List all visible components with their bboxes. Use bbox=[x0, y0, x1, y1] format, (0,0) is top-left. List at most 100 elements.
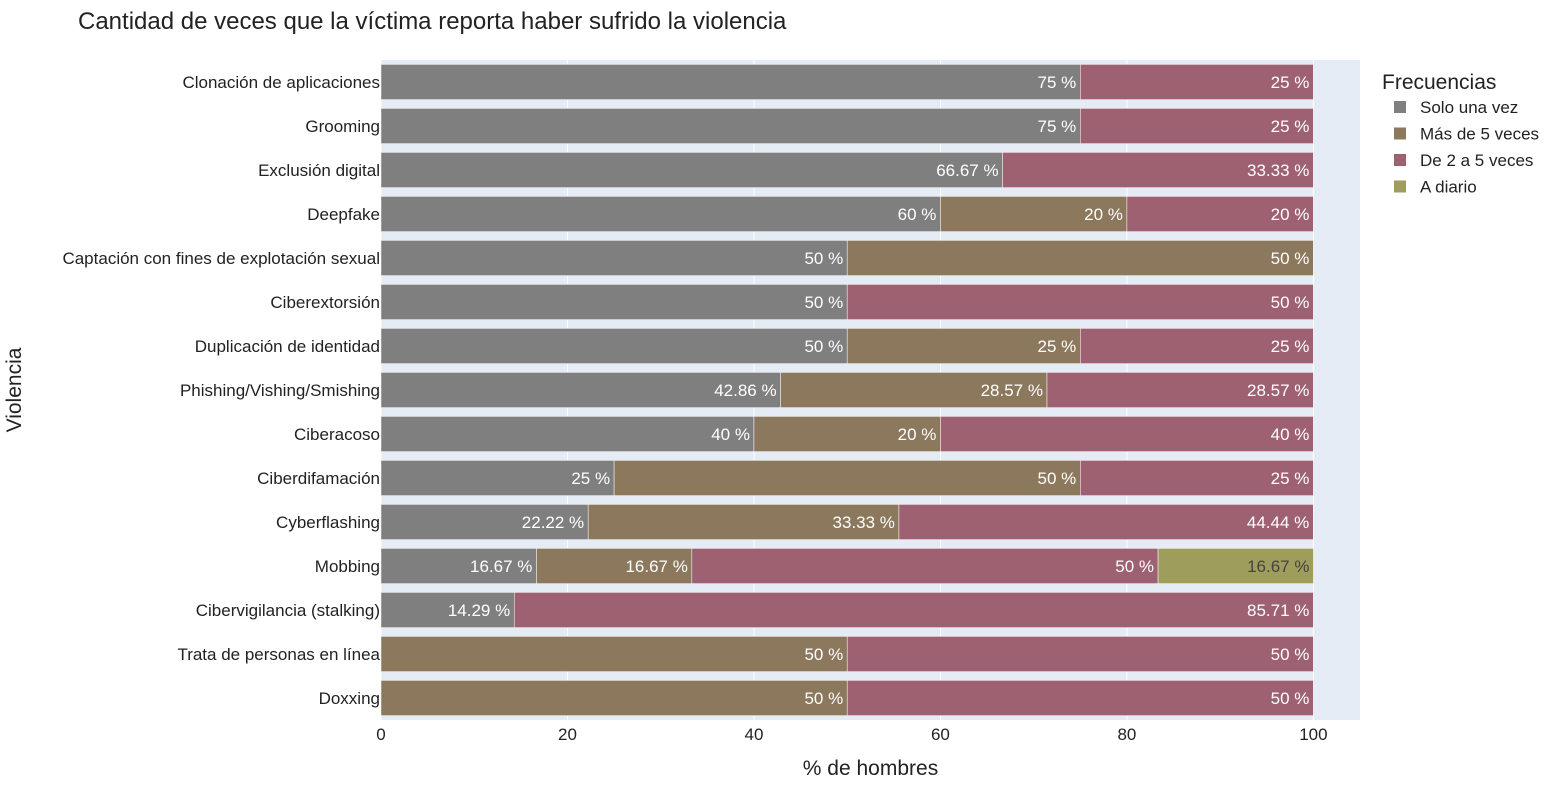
bar-value-label: 50 % bbox=[1271, 293, 1310, 312]
legend-item[interactable]: De 2 a 5 veces bbox=[1394, 151, 1533, 170]
x-tick-label: 80 bbox=[1117, 725, 1136, 744]
bar-segment[interactable] bbox=[513, 592, 1314, 628]
bar-segment[interactable] bbox=[380, 680, 848, 716]
category-label: Trata de personas en línea bbox=[177, 645, 380, 664]
category-label: Clonación de aplicaciones bbox=[182, 73, 380, 92]
bar-segment[interactable] bbox=[1080, 64, 1314, 100]
bar-segment[interactable] bbox=[1080, 108, 1314, 144]
bar-segment[interactable] bbox=[753, 416, 941, 452]
bar-segment[interactable] bbox=[1126, 196, 1314, 232]
bar-segment[interactable] bbox=[898, 504, 1314, 540]
legend-item[interactable]: Más de 5 veces bbox=[1394, 125, 1539, 144]
bar-value-label: 16.67 % bbox=[1247, 557, 1309, 576]
legend-label: De 2 a 5 veces bbox=[1420, 151, 1533, 170]
bar-segment[interactable] bbox=[380, 152, 1003, 188]
category-label: Duplicación de identidad bbox=[195, 337, 380, 356]
bar-segment[interactable] bbox=[380, 328, 848, 364]
bar-segment[interactable] bbox=[780, 372, 1048, 408]
category-label: Ciberdifamación bbox=[257, 469, 380, 488]
bar-value-label: 25 % bbox=[1271, 117, 1310, 136]
bar-segment[interactable] bbox=[380, 504, 589, 540]
bar-value-label: 20 % bbox=[898, 425, 937, 444]
bar-value-label: 50 % bbox=[804, 645, 843, 664]
bar-segment[interactable] bbox=[846, 328, 1081, 364]
bar-value-label: 28.57 % bbox=[981, 381, 1043, 400]
bar-segment[interactable] bbox=[846, 240, 1314, 276]
category-label: Ciberacoso bbox=[294, 425, 380, 444]
chart-title: Cantidad de veces que la víctima reporta… bbox=[78, 8, 787, 35]
legend-swatch bbox=[1394, 101, 1406, 113]
legend-label: Más de 5 veces bbox=[1420, 125, 1539, 144]
bar-value-label: 28.57 % bbox=[1247, 381, 1309, 400]
bar-value-label: 25 % bbox=[571, 469, 610, 488]
category-label: Mobbing bbox=[315, 557, 380, 576]
legend-swatch bbox=[1394, 127, 1406, 140]
bar-segment[interactable] bbox=[380, 240, 848, 276]
bar-value-label: 50 % bbox=[1038, 469, 1077, 488]
bar-value-label: 75 % bbox=[1038, 117, 1077, 136]
bar-segment[interactable] bbox=[1002, 152, 1314, 188]
bars bbox=[380, 64, 1314, 716]
bar-value-label: 20 % bbox=[1084, 205, 1123, 224]
x-axis-tick-labels: 0 20 40 60 80 100 bbox=[376, 725, 1327, 744]
bar-segment[interactable] bbox=[846, 636, 1314, 672]
bar-value-label: 50 % bbox=[1271, 689, 1310, 708]
bar-value-label: 44.44 % bbox=[1247, 513, 1309, 532]
bar-segment[interactable] bbox=[380, 196, 941, 232]
x-tick-label: 100 bbox=[1299, 725, 1327, 744]
category-label: Ciberextorsión bbox=[270, 293, 380, 312]
bar-segment[interactable] bbox=[380, 108, 1081, 144]
legend-item[interactable]: Solo una vez bbox=[1394, 98, 1518, 117]
bar-segment[interactable] bbox=[940, 196, 1128, 232]
bar-segment[interactable] bbox=[380, 548, 537, 584]
legend-swatch bbox=[1394, 154, 1406, 166]
bar-segment[interactable] bbox=[691, 548, 1159, 584]
category-label: Exclusión digital bbox=[258, 161, 380, 180]
x-tick-label: 0 bbox=[376, 725, 385, 744]
bar-value-label: 50 % bbox=[1271, 249, 1310, 268]
bar-value-label: 25 % bbox=[1038, 337, 1077, 356]
y-axis-title: Violencia bbox=[3, 347, 26, 432]
legend-swatch bbox=[1394, 180, 1406, 193]
legend-item[interactable]: A diario bbox=[1394, 178, 1477, 197]
bar-segment[interactable] bbox=[940, 416, 1314, 452]
bar-segment[interactable] bbox=[380, 636, 848, 672]
bar-value-label: 16.67 % bbox=[470, 557, 532, 576]
bar-value-label: 22.22 % bbox=[522, 513, 584, 532]
bar-labels: 75 % 25 % 75 % 25 % 66.67 % 33.33 % 60 % 20 % 20… bbox=[448, 73, 1310, 708]
bar-value-label: 25 % bbox=[1271, 337, 1310, 356]
category-label: Grooming bbox=[305, 117, 380, 136]
bar-value-label: 33.33 % bbox=[833, 513, 895, 532]
bar-value-label: 50 % bbox=[804, 293, 843, 312]
x-axis-title: % de hombres bbox=[803, 757, 938, 780]
bar-segment[interactable] bbox=[380, 284, 848, 320]
x-tick-label: 20 bbox=[558, 725, 577, 744]
bar-segment[interactable] bbox=[1080, 328, 1314, 364]
category-label: Doxxing bbox=[319, 689, 380, 708]
bar-segment[interactable] bbox=[846, 284, 1314, 320]
legend-label: Solo una vez bbox=[1420, 98, 1518, 117]
bar-value-label: 25 % bbox=[1271, 469, 1310, 488]
x-tick-label: 60 bbox=[931, 725, 950, 744]
bar-segment[interactable] bbox=[613, 460, 1081, 496]
legend-label: A diario bbox=[1420, 178, 1477, 197]
bar-segment[interactable] bbox=[380, 64, 1081, 100]
bar-segment[interactable] bbox=[380, 416, 755, 452]
bar-value-label: 42.86 % bbox=[714, 381, 776, 400]
bar-segment[interactable] bbox=[846, 680, 1314, 716]
bar-segment[interactable] bbox=[536, 548, 693, 584]
legend[interactable]: Frecuencias Solo una vez Más de 5 veces De… bbox=[1382, 71, 1539, 197]
category-label: Cyberflashing bbox=[276, 513, 380, 532]
bar-value-label: 14.29 % bbox=[448, 601, 510, 620]
bar-segment[interactable] bbox=[380, 372, 781, 408]
bar-segment[interactable] bbox=[1080, 460, 1314, 496]
bar-value-label: 50 % bbox=[804, 337, 843, 356]
bar-segment[interactable] bbox=[1157, 548, 1314, 584]
category-label: Cibervigilancia (stalking) bbox=[196, 601, 380, 620]
bar-value-label: 40 % bbox=[711, 425, 750, 444]
bar-segment[interactable] bbox=[1046, 372, 1314, 408]
bar-segment[interactable] bbox=[587, 504, 900, 540]
bar-value-label: 50 % bbox=[1115, 557, 1154, 576]
bar-value-label: 33.33 % bbox=[1247, 161, 1309, 180]
